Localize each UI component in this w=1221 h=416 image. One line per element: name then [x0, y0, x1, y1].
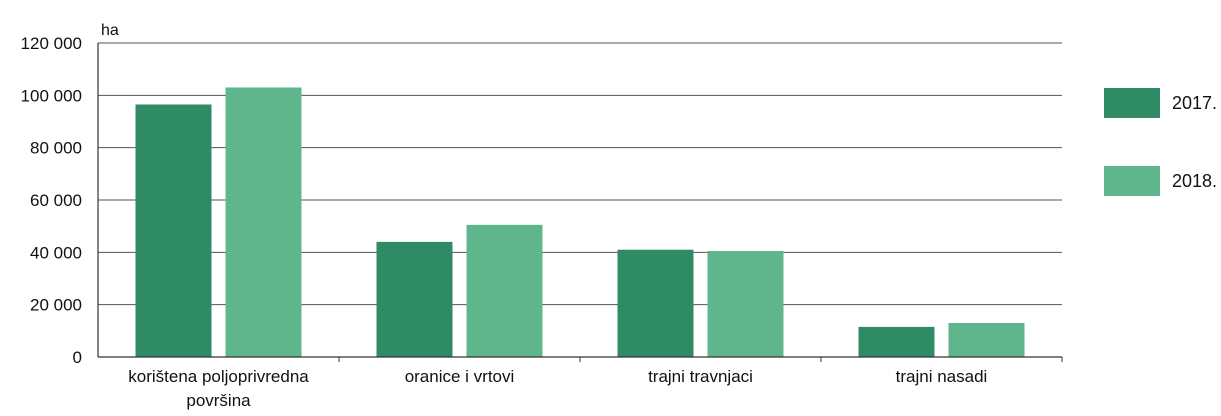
y-tick-label: 100 000 [21, 86, 82, 105]
x-category-label: trajni travnjaci [648, 367, 753, 386]
bar [858, 326, 935, 357]
x-category-label: površina [186, 391, 251, 410]
y-tick-label: 20 000 [30, 296, 82, 315]
bar [707, 251, 784, 357]
bar [225, 87, 302, 357]
bar [376, 241, 453, 357]
bar [948, 322, 1025, 357]
legend: 2017. 2018. [1104, 88, 1217, 196]
bars [135, 87, 1025, 357]
legend-label: 2018. [1172, 171, 1217, 191]
x-category-label: oranice i vrtovi [405, 367, 515, 386]
bar [617, 249, 694, 357]
bar [466, 224, 543, 357]
y-tick-label: 120 000 [21, 34, 82, 53]
x-category-label: korištena poljoprivredna [128, 367, 309, 386]
legend-swatch [1104, 166, 1160, 196]
bar [135, 104, 212, 357]
axes: ha 0 20 000 40 000 60 000 80 000 100 000 120 0… [21, 22, 1063, 410]
y-tick-label: 80 000 [30, 139, 82, 158]
y-tick-label: 60 000 [30, 191, 82, 210]
legend-label: 2017. [1172, 93, 1217, 113]
x-category-label: trajni nasadi [896, 367, 988, 386]
y-tick-label: 40 000 [30, 243, 82, 262]
y-unit-label: ha [101, 22, 119, 39]
y-tick-label: 0 [73, 348, 82, 367]
legend-swatch [1104, 88, 1160, 118]
